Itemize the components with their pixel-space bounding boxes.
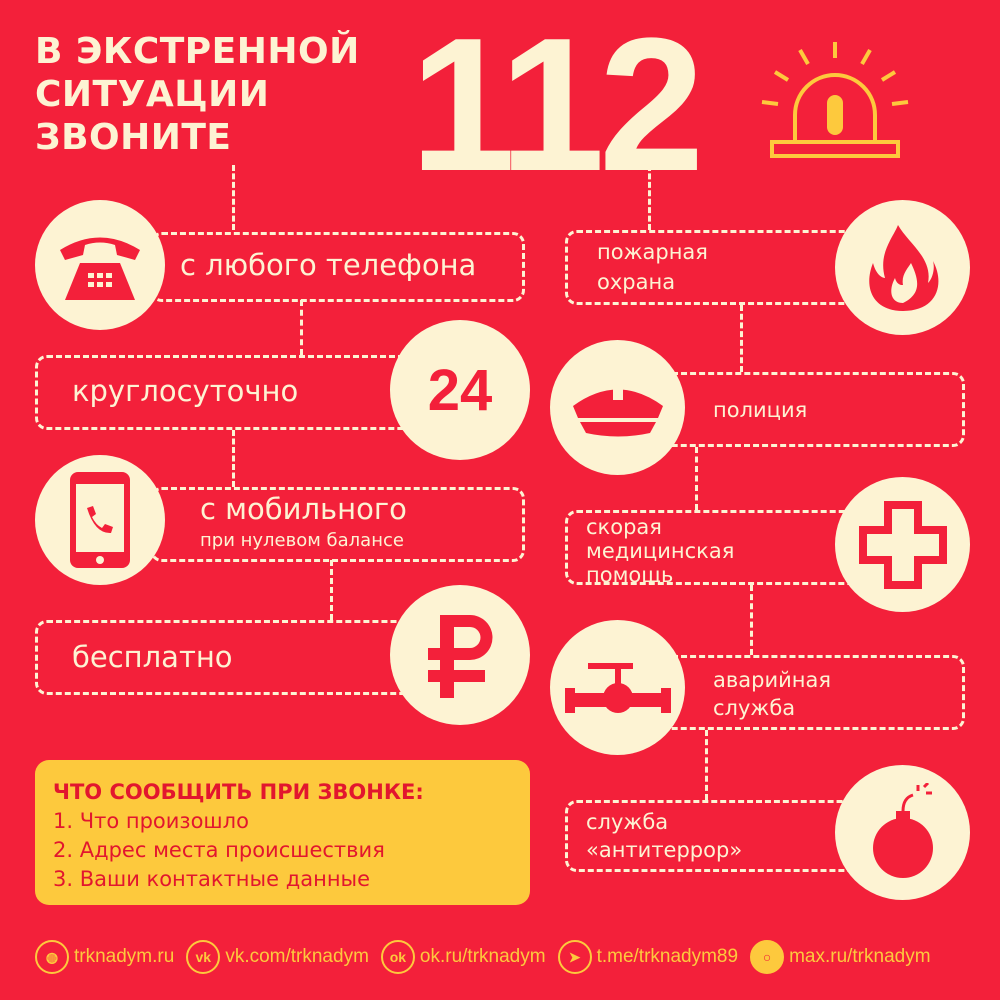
- fire-label: пожарная охрана: [597, 240, 708, 294]
- link-telegram[interactable]: ➤ t.me/trknadym89: [557, 940, 739, 974]
- emergency-label-line: аварийная: [713, 668, 831, 692]
- pipe-valve-icon: [550, 620, 685, 755]
- medical-label-line: помощь: [586, 563, 674, 587]
- antiterror-label: служба «антитеррор»: [586, 810, 742, 862]
- connector: [648, 165, 651, 230]
- call-info-item: 2. Адрес места происшествия: [53, 838, 385, 862]
- bomb-icon: [835, 765, 970, 900]
- globe-icon: ◍: [35, 940, 69, 974]
- emergency-number: 112: [410, 0, 705, 211]
- link-text: t.me/trknadym89: [596, 946, 739, 967]
- connector: [232, 165, 235, 230]
- connector: [695, 447, 698, 510]
- connector: [705, 730, 708, 800]
- link-text: trknadym.ru: [74, 946, 175, 967]
- headline-line: В ЭКСТРЕННОЙ: [35, 31, 360, 72]
- call-info-panel: ЧТО СООБЩИТЬ ПРИ ЗВОНКЕ: 1. Что произошл…: [35, 760, 530, 905]
- antiterror-label-line: служба: [586, 810, 669, 834]
- allday-label: круглосуточно: [72, 374, 299, 408]
- emergency-label-line: служба: [713, 696, 796, 720]
- link-website[interactable]: ◍ trknadym.ru: [35, 940, 174, 974]
- connector: [300, 300, 303, 355]
- link-ok[interactable]: ok ok.ru/trknadym: [380, 940, 546, 974]
- link-text: ok.ru/trknadym: [419, 946, 546, 967]
- 24-hours-badge: 24: [390, 320, 530, 460]
- mobile-label: с мобильного: [200, 492, 407, 526]
- call-info-heading: ЧТО СООБЩИТЬ ПРИ ЗВОНКЕ:: [53, 780, 424, 804]
- fire-icon: [835, 200, 970, 335]
- telegram-icon: ➤: [557, 940, 592, 974]
- max-icon: ○: [750, 940, 785, 974]
- police-box: [660, 372, 965, 447]
- medical-label-line: медицинская: [586, 539, 735, 563]
- headline-line: СИТУАЦИИ: [35, 74, 270, 115]
- connector: [232, 430, 235, 487]
- call-info-item: 1. Что произошло: [53, 809, 249, 833]
- connector: [330, 560, 333, 620]
- connector: [740, 305, 743, 372]
- mobile-sublabel: при нулевом балансе: [200, 530, 404, 551]
- medical-cross-icon: [835, 477, 970, 612]
- link-text: vk.com/trknadym: [225, 946, 369, 967]
- phone-label: с любого телефона: [180, 248, 477, 282]
- medical-label-line: скорая: [586, 515, 662, 539]
- social-links: ◍ trknadym.ru vk vk.com/trknadym ok ok.ru/t…: [35, 940, 931, 974]
- antiterror-label-line: «антитеррор»: [586, 838, 743, 862]
- ok-icon: ok: [380, 940, 415, 974]
- fire-label-line: пожарная: [597, 240, 708, 264]
- link-text: max.ru/trknadym: [789, 946, 931, 967]
- fire-label-line: охрана: [597, 270, 676, 294]
- link-vk[interactable]: vk vk.com/trknadym: [186, 940, 369, 974]
- headline-line: ЗВОНИТЕ: [35, 117, 232, 158]
- siren-icon: [761, 42, 909, 158]
- police-label: полиция: [713, 398, 808, 422]
- free-label: бесплатно: [72, 640, 233, 674]
- mobile-phone-icon: [35, 455, 165, 585]
- vk-icon: vk: [186, 940, 221, 974]
- connector: [750, 585, 753, 655]
- telephone-icon: [35, 200, 165, 330]
- headline: В ЭКСТРЕННОЙ СИТУАЦИИ ЗВОНИТЕ: [35, 30, 360, 159]
- ruble-icon: [390, 585, 530, 725]
- emergency-service-label: аварийная служба: [713, 668, 831, 720]
- link-max[interactable]: ○ max.ru/trknadym: [750, 940, 931, 974]
- medical-label: скорая медицинская помощь: [586, 515, 734, 587]
- police-cap-icon: [550, 340, 685, 475]
- call-info-item: 3. Ваши контактные данные: [53, 867, 371, 891]
